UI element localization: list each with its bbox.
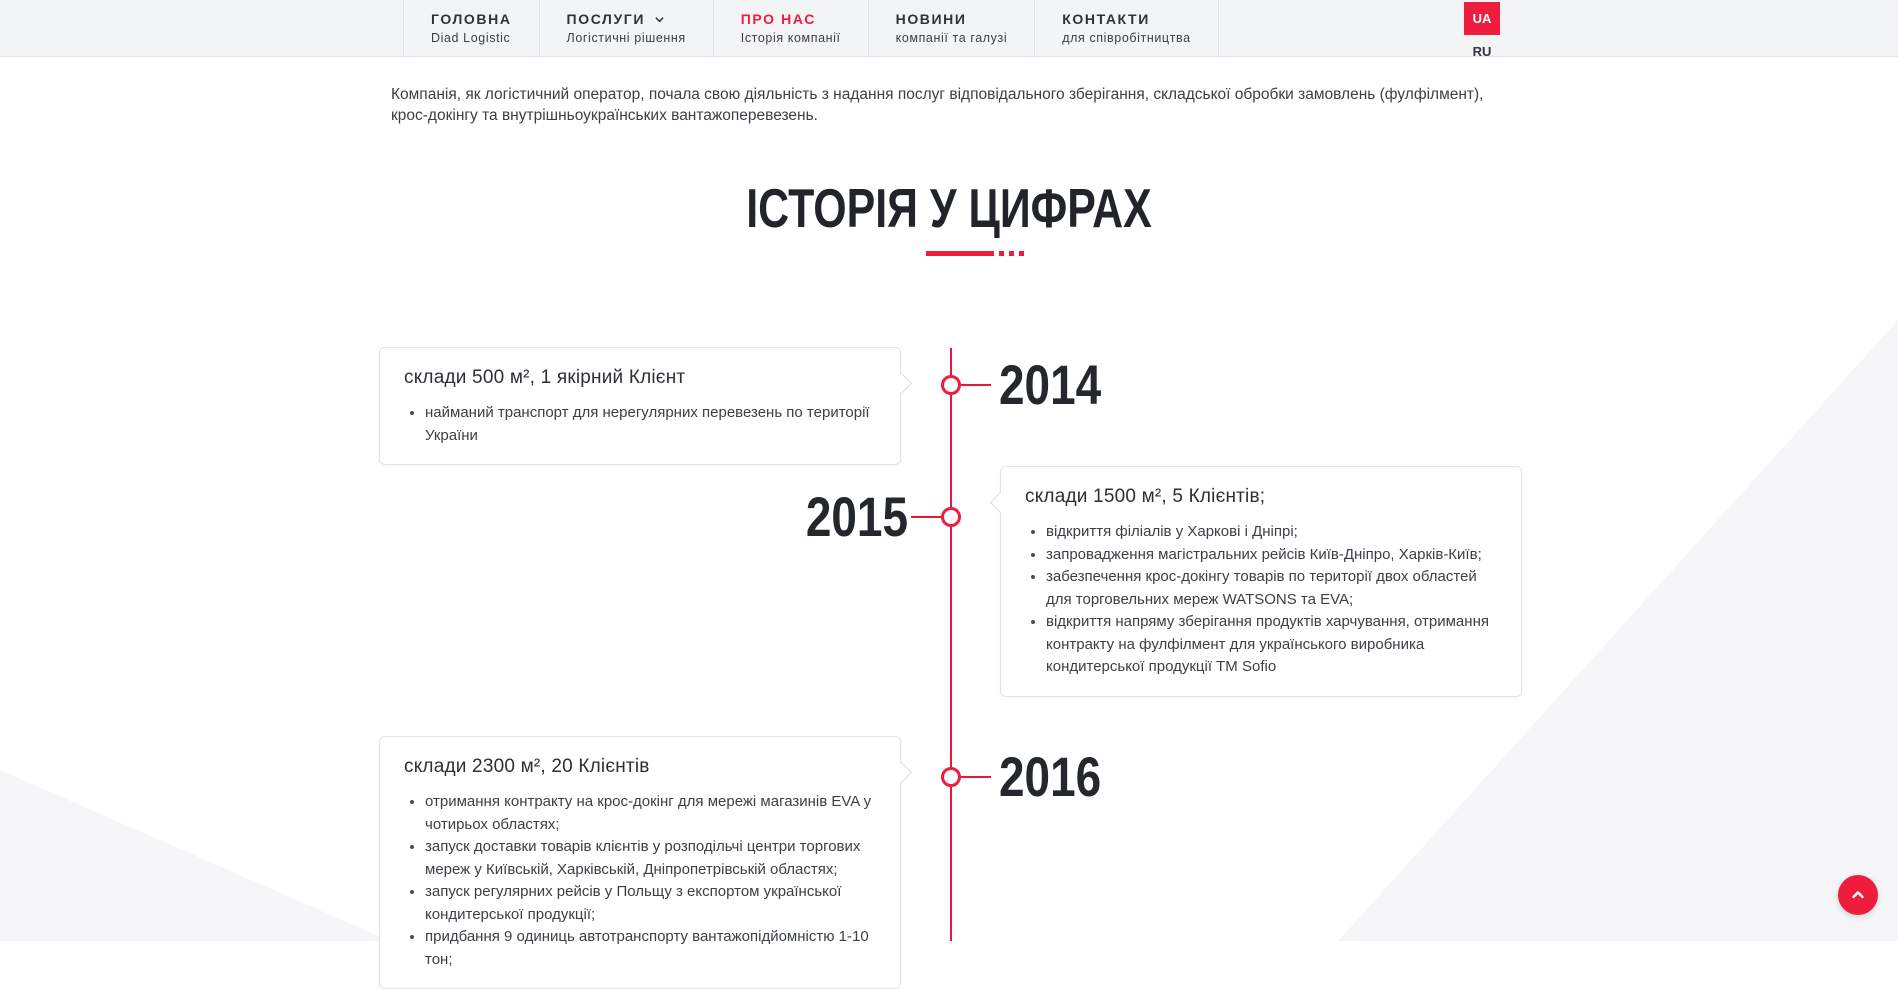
timeline-year-2014: 2014 [999, 353, 1102, 416]
nav-subtitle: для співробітництва [1062, 31, 1191, 45]
language-switcher: UA RU [1464, 2, 1500, 59]
card-bullet-list: відкриття філіалів у Харкові і Дніпрі; з… [1025, 521, 1497, 679]
page-title: ІСТОРІЯ У ЦИФРАХ [746, 177, 1152, 239]
nav-item-services[interactable]: ПОСЛУГИ Логістичні рішення [538, 0, 713, 56]
timeline-node-2015 [941, 507, 961, 527]
card-bullet: найманий транспорт для нерегулярних пере… [404, 402, 876, 447]
header: ГОЛОВНА Diad Logistic ПОСЛУГИ Логістичні… [0, 0, 1898, 57]
timeline-node-2014 [941, 375, 961, 395]
card-bullet: забезпечення крос-докінгу товарів по тер… [1025, 566, 1497, 611]
main-nav: ГОЛОВНА Diad Logistic ПОСЛУГИ Логістичні… [403, 0, 1219, 56]
timeline-year-2016: 2016 [999, 745, 1102, 808]
decoration-dot [999, 251, 1004, 256]
language-ua-button[interactable]: UA [1464, 2, 1500, 35]
card-bullet: запровадження магістральних рейсів Київ-… [1025, 544, 1497, 567]
nav-item-contacts[interactable]: КОНТАКТИ для співробітництва [1034, 0, 1219, 56]
card-bullet: придбання 9 одиниць автотранспорту ванта… [404, 926, 876, 971]
timeline-card-2015: склади 1500 м², 5 Клієнтів; відкриття фі… [989, 466, 1522, 697]
card-bullet: отримання контракту на крос-докінг для м… [404, 791, 876, 836]
scroll-to-top-button[interactable] [1838, 875, 1878, 915]
card-title: склади 1500 м², 5 Клієнтів; [1025, 486, 1266, 507]
card-bullet-list: найманий транспорт для нерегулярних пере… [404, 402, 876, 447]
nav-title: ПРО НАС [740, 11, 816, 27]
nav-subtitle: Diad Logistic [431, 31, 511, 45]
decoration-dot [1019, 251, 1024, 256]
timeline-tick [961, 776, 991, 778]
nav-title: ГОЛОВНА [431, 11, 512, 27]
card-bullet-list: отримання контракту на крос-докінг для м… [404, 791, 876, 971]
card-pointer-left [989, 491, 1011, 514]
nav-item-news[interactable]: НОВИНИ компанії та галузі [867, 0, 1035, 56]
card-bullet: запуск доставки товарів клієнтів у розпо… [404, 836, 876, 881]
language-ru-button[interactable]: RU [1472, 44, 1492, 59]
chevron-down-icon [655, 16, 664, 22]
card-pointer-right [890, 761, 912, 784]
timeline-card-2016: склади 2300 м², 20 Клієнтів отримання ко… [379, 736, 912, 989]
nav-subtitle: компанії та галузі [895, 31, 1008, 45]
nav-subtitle: Історія компанії [740, 31, 841, 45]
timeline-tick [911, 516, 941, 518]
card-title: склади 500 м², 1 якірний Клієнт [404, 367, 686, 388]
card-bullet: відкриття філіалів у Харкові і Дніпрі; [1025, 521, 1497, 544]
timeline-line [950, 348, 952, 941]
title-decoration [926, 251, 1024, 256]
history-timeline: склади 500 м², 1 якірний Клієнт найманий… [379, 347, 1522, 989]
decoration-line [926, 251, 994, 256]
nav-subtitle: Логістичні рішення [566, 31, 686, 45]
intro-paragraph: Компанія, як логістичний оператор, почал… [391, 86, 1484, 124]
timeline-card-2014: склади 500 м², 1 якірний Клієнт найманий… [379, 347, 912, 465]
card-bullet: запуск регулярних рейсів у Польщу з експ… [404, 881, 876, 926]
nav-title: НОВИНИ [895, 11, 967, 27]
timeline-node-2016 [941, 767, 961, 787]
nav-item-home[interactable]: ГОЛОВНА Diad Logistic [403, 0, 539, 56]
decoration-dot [1009, 251, 1014, 256]
timeline-year-2015: 2015 [805, 485, 908, 548]
card-bullet: відкриття напряму зберігання продуктів х… [1025, 611, 1497, 679]
nav-item-about[interactable]: ПРО НАС Історія компанії [712, 0, 868, 56]
timeline-tick [961, 384, 991, 386]
nav-title: КОНТАКТИ [1062, 11, 1150, 27]
card-title: склади 2300 м², 20 Клієнтів [404, 756, 650, 777]
chevron-up-icon [1852, 891, 1864, 899]
nav-title: ПОСЛУГИ [566, 11, 645, 27]
card-pointer-right [890, 372, 912, 395]
